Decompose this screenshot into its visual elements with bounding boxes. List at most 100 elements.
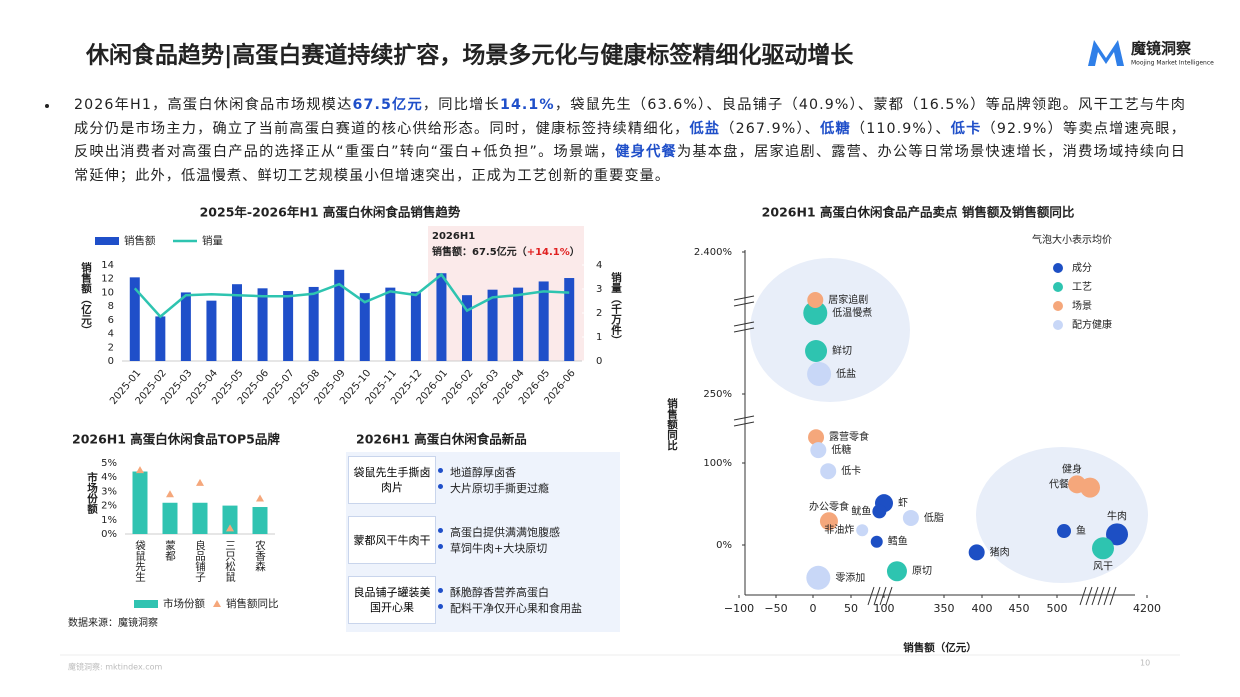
legend-swatch: [213, 600, 221, 607]
bar: [192, 502, 208, 534]
text: （110.9%）、: [850, 120, 951, 137]
annotation-highlight: +14.1%: [527, 247, 570, 258]
feature: 大片原切手撕更过瘾: [438, 480, 549, 496]
bubble-label: 低温慢煮: [832, 306, 872, 319]
brand: 良品铺子罐装美国开心果: [348, 576, 436, 624]
bubble-label: 低脂: [924, 511, 944, 524]
source: 数据来源：魔镜洞察: [68, 616, 158, 629]
axis-break: [867, 586, 1117, 606]
emphasis: 14.1%: [499, 97, 555, 113]
legend-label: 配方健康: [1072, 318, 1112, 331]
y-tick-label: 12: [101, 274, 114, 285]
bar: [206, 300, 217, 361]
legend-swatch: [1053, 301, 1063, 311]
legend-label: 市场份额: [163, 597, 205, 610]
annotation: 销售额：67.5亿元（+14.1%）: [432, 245, 580, 258]
logo-icon: [1088, 40, 1124, 66]
x-tick-label: −100: [724, 602, 754, 615]
section-title: 2026H1 高蛋白休闲食品新品: [356, 432, 527, 447]
bubble-label: 风干: [1093, 560, 1113, 572]
feature-dot: [438, 604, 443, 609]
text: 为基本盘，居家追剧、露营、办公等日常场景快速增长，消费场域持续向日常延伸；此外，…: [74, 144, 1186, 184]
bar: [222, 505, 238, 534]
y-tick-label: 2: [108, 342, 114, 353]
bubble: [810, 442, 827, 459]
bar: [436, 273, 447, 361]
new-products: 袋鼠先生手撕卤肉片 地道醇厚卤香 大片原切手撕更过瘾 蒙都风干牛肉干 高蛋白提供满满饱腹…: [346, 452, 620, 632]
emphasis: 低糖: [820, 120, 851, 137]
bubble-label: 居家追剧: [828, 293, 868, 306]
text: ，袋鼠先生（63.6%）、良品铺子（40.9%）、蒙都（16.5%）等品牌领跑。…: [74, 97, 1186, 137]
bar: [564, 278, 575, 361]
bubble: [1057, 524, 1072, 539]
bubble: [808, 429, 825, 446]
logo-sub: Moojing Market Intelligence: [1131, 60, 1214, 67]
emphasis: 健身代餐: [615, 144, 677, 160]
x-tick-label: 500: [1047, 602, 1068, 615]
bubble-label: 健身: [1062, 463, 1082, 476]
bubble: [872, 504, 887, 519]
legend-label: 成分: [1072, 262, 1092, 274]
y-tick-label: 14: [101, 260, 114, 271]
bubble: [1106, 523, 1129, 546]
emphasis: 低卡: [950, 120, 982, 137]
cluster-bg: [750, 258, 910, 402]
axis-label: 销售额（亿元）: [80, 261, 92, 335]
marker: [196, 478, 204, 486]
emphasis: 低盐: [689, 120, 721, 137]
marker: [136, 466, 144, 474]
x-tick-label: −50: [764, 602, 787, 615]
axis-label: 销量（千万件）: [610, 271, 622, 345]
bar: [308, 286, 319, 361]
y2-tick-label: 3: [596, 284, 602, 295]
bar: [180, 292, 191, 361]
footer-page: 10: [1140, 659, 1150, 668]
product-row: 蒙都风干牛肉干 高蛋白提供满满饱腹感 草饲牛肉+大块原切: [346, 514, 620, 568]
y2-tick-label: 1: [596, 332, 602, 343]
y-tick-label: 5%: [101, 458, 117, 469]
bar: [257, 288, 268, 361]
chart-title: 2025年-2026年H1 高蛋白休闲食品销售趋势: [200, 205, 461, 220]
x-tick-label: 三只松鼠: [224, 540, 236, 582]
bubble: [902, 509, 919, 526]
logo-text: 魔镜洞察: [1131, 40, 1192, 58]
product-row: 袋鼠先生手撕卤肉片 地道醇厚卤香 大片原切手撕更过瘾: [346, 454, 620, 508]
bubble: [886, 561, 907, 582]
legend-label: 销量: [202, 234, 223, 247]
x-tick-label: 400: [972, 602, 993, 615]
bar: [129, 277, 140, 361]
bubble-label: 牛肉: [1107, 509, 1127, 522]
bubble-label: 露营零食: [829, 430, 869, 443]
emphasis: 67.5亿元: [352, 97, 423, 113]
bar: [462, 295, 472, 361]
product-row: 良品铺子罐装美国开心果 酥脆醇香营养高蛋白 配料干净仅开心果和食用盐: [346, 574, 620, 628]
feature-dot: [438, 468, 443, 473]
y-tick-label: 2%: [101, 501, 117, 512]
legend-label: 场景: [1072, 299, 1092, 312]
size-note: 气泡大小表示均价: [1032, 233, 1112, 246]
brand: 蒙都风干牛肉干: [348, 516, 436, 564]
bubble: [807, 292, 824, 309]
bar: [283, 291, 294, 361]
bar: [162, 502, 178, 534]
axis-break: [733, 295, 755, 427]
bubble: [819, 512, 838, 531]
chart-title: 2026H1 高蛋白休闲食品产品卖点 销售额及销售额同比: [762, 205, 1075, 220]
legend-swatch: [1053, 263, 1063, 273]
y-tick-label: 100%: [703, 458, 732, 469]
marker: [256, 494, 264, 502]
x-tick-label: 350: [934, 602, 955, 615]
bubble: [856, 524, 869, 537]
y2-tick-label: 2: [596, 308, 602, 319]
bubble-label: 低盐: [836, 367, 856, 380]
legend-label: 销售额: [124, 234, 156, 247]
annotation: 2026H1: [432, 231, 475, 242]
bubble: [1080, 477, 1101, 498]
bubble-label: 猪肉: [990, 545, 1010, 558]
text: 2026年H1，高蛋白休闲食品市场规模达: [74, 97, 353, 113]
bubble-label: 虾: [898, 496, 908, 509]
x-tick-label: 农香森: [254, 539, 266, 572]
bubble-label: 鲜切: [832, 344, 852, 357]
x-tick-label: 100: [874, 602, 895, 615]
x-tick-label: 0: [810, 602, 817, 615]
